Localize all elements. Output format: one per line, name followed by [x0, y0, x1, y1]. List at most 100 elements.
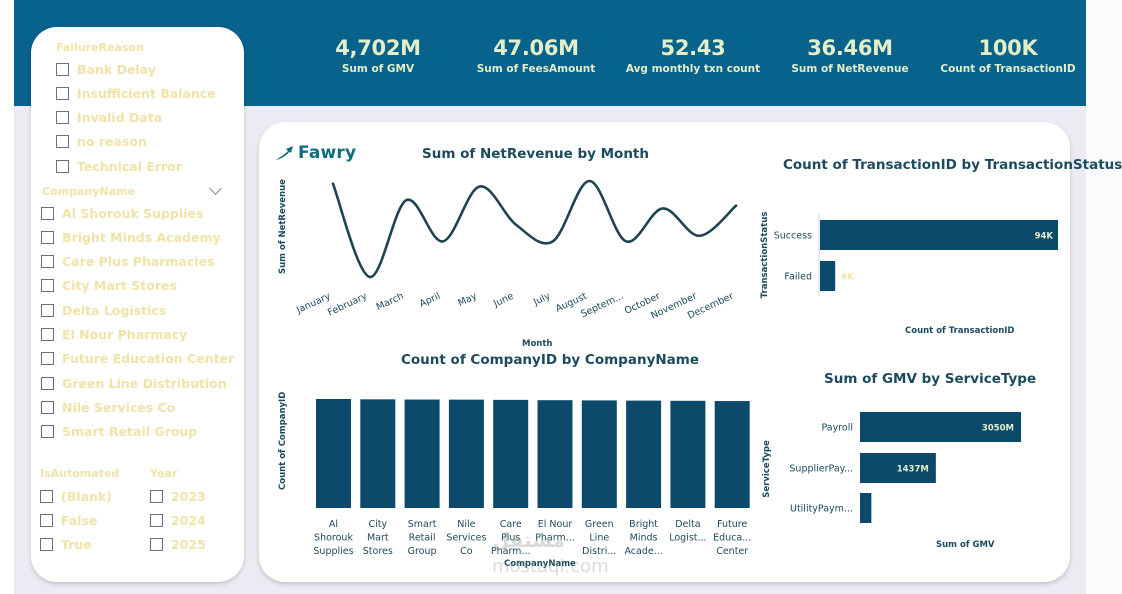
bar-failed[interactable] [820, 261, 836, 291]
data-point-december[interactable] [731, 201, 741, 211]
data-point-june[interactable] [511, 220, 521, 230]
bar-chart-companyid: Al Shorouk Supplies City Mart Stores Smart Reta… [313, 399, 751, 557]
bar-company-7[interactable] [626, 400, 662, 508]
x-tick-label: Center [716, 546, 748, 557]
checkbox[interactable] [150, 537, 163, 551]
checkbox[interactable] [40, 513, 53, 527]
kpi-label: Sum of GMV [341, 63, 415, 75]
data-point-january[interactable] [328, 179, 338, 189]
checkbox[interactable] [56, 62, 69, 76]
bar-company-8[interactable] [670, 400, 706, 508]
y-tick-label: Success [774, 231, 812, 242]
checkbox[interactable] [41, 352, 54, 366]
x-axis-label-transaction-count: Count of TransactionID [905, 326, 1015, 336]
companyname-item-label: Bright Minds Academy [62, 229, 221, 245]
companyname-item[interactable]: Green Line Distribution [41, 375, 227, 391]
checkbox[interactable] [41, 206, 54, 220]
bar-company-3[interactable] [448, 399, 484, 508]
checkbox[interactable] [41, 279, 54, 293]
bar-success[interactable] [820, 220, 1058, 250]
isautomated-item-label: False [61, 512, 98, 528]
x-tick-label: Group [408, 546, 437, 557]
bar-company-9[interactable] [714, 401, 750, 508]
isautomated-item[interactable]: (Blank) [40, 488, 112, 504]
x-tick-label: April [418, 291, 442, 310]
checkbox[interactable] [41, 425, 54, 439]
checkbox[interactable] [41, 230, 54, 244]
x-tick-label: Services [446, 533, 486, 544]
netrevenue-line-series[interactable] [331, 179, 738, 279]
year-item[interactable]: 2024 [150, 512, 206, 528]
data-point-february[interactable] [365, 272, 375, 282]
checkbox[interactable] [40, 489, 53, 503]
chart-title-transactionstatus: Count of TransactionID by TransactionSta… [783, 157, 1122, 173]
x-tick-label: Delta [675, 519, 700, 530]
data-point-april[interactable] [438, 236, 448, 246]
data-point-may[interactable] [475, 181, 485, 191]
bar-company-6[interactable] [581, 400, 617, 508]
bar-company-5[interactable] [537, 400, 573, 508]
x-tick-label: January [294, 291, 333, 317]
data-point-septem[interactable] [621, 236, 631, 246]
x-tick-label: Shorouk [314, 533, 353, 544]
checkbox[interactable] [41, 255, 54, 269]
x-axis-label-companyname: CompanyName [504, 559, 576, 569]
checkbox[interactable] [150, 513, 163, 527]
checkbox[interactable] [150, 489, 163, 503]
failurereason-item-label: no reason [77, 134, 147, 150]
failurereason-item[interactable]: Insufficient Balance [56, 85, 216, 101]
slicer-title-year: Year [150, 467, 178, 480]
companyname-item[interactable]: Al Shorouk Supplies [41, 205, 203, 221]
x-tick-label: Co [460, 546, 473, 557]
bar-company-1[interactable] [360, 399, 396, 508]
year-item[interactable]: 2025 [150, 536, 206, 552]
checkbox[interactable] [41, 303, 54, 317]
companyname-item[interactable]: Bright Minds Academy [41, 229, 221, 245]
x-tick-label: Green [585, 519, 614, 530]
data-point-october[interactable] [658, 203, 668, 213]
checkbox[interactable] [41, 328, 54, 341]
chevron-down-icon[interactable] [209, 182, 222, 195]
checkbox[interactable] [56, 111, 69, 125]
companyname-item[interactable]: Smart Retail Group [41, 424, 197, 440]
checkbox[interactable] [41, 400, 54, 414]
companyname-item[interactable]: Delta Logistics [41, 302, 166, 318]
checkbox[interactable] [41, 376, 54, 390]
watermark-url: mostaql.com [492, 556, 609, 577]
bar-service-2[interactable] [860, 493, 872, 523]
companyname-item-label: Care Plus Pharmacies [62, 254, 215, 270]
data-point-august[interactable] [584, 176, 594, 186]
companyname-item[interactable]: Future Education Center [41, 351, 234, 367]
companyname-item[interactable]: Nile Services Co [41, 399, 175, 415]
checkbox[interactable] [56, 86, 69, 100]
y-tick-label: SupplierPay... [789, 464, 853, 475]
data-point-november[interactable] [694, 231, 704, 241]
companyname-item[interactable]: Care Plus Pharmacies [41, 254, 214, 270]
checkbox[interactable] [40, 537, 53, 551]
bar-company-0[interactable] [316, 399, 351, 508]
logo-text: Fawry [298, 143, 357, 163]
x-tick-label: Bright [629, 519, 658, 530]
failurereason-item[interactable]: Bank Delay [56, 61, 156, 77]
isautomated-item[interactable]: False [40, 512, 97, 528]
kpi-card-avg-monthly-txn: 52.43 Avg monthly txn count [622, 34, 764, 76]
companyname-item[interactable]: City Mart Stores [41, 278, 177, 294]
isautomated-item[interactable]: True [40, 536, 92, 552]
failurereason-item[interactable]: no reason [56, 134, 147, 150]
bar-company-4[interactable] [493, 399, 529, 508]
checkbox[interactable] [56, 135, 69, 149]
failurereason-item[interactable]: Invalid Data [56, 110, 162, 126]
y-axis-label-servicetype: ServiceType [762, 440, 772, 498]
data-point-march[interactable] [401, 195, 411, 205]
x-tick-label: May [456, 291, 479, 309]
data-point-july[interactable] [548, 236, 558, 246]
watermark-arabic: مستقل [492, 528, 566, 552]
companyname-item[interactable]: El Nour Pharmacy [41, 327, 187, 343]
bar-service-0[interactable] [860, 412, 1021, 442]
failurereason-item[interactable]: Technical Error [56, 158, 182, 174]
bar-company-2[interactable] [404, 399, 440, 508]
year-item[interactable]: 2023 [150, 488, 206, 504]
checkbox[interactable] [56, 159, 69, 173]
bar-service-1[interactable] [860, 453, 936, 483]
x-axis-label-gmv: Sum of GMV [936, 540, 995, 550]
